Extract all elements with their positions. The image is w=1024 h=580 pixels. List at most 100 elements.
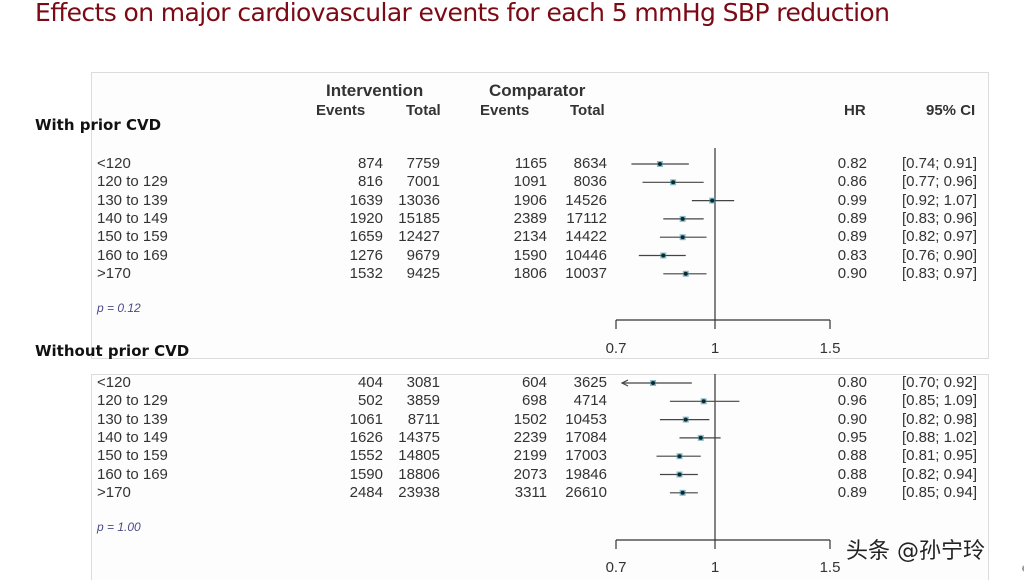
row-label: >170	[97, 264, 131, 282]
hr-cell: 0.86	[837, 173, 867, 191]
int-total-cell: 9679	[406, 246, 440, 264]
comp-total-cell: 10453	[565, 410, 607, 428]
comp-events-cell: 698	[521, 392, 547, 410]
hr-cell: 0.89	[837, 209, 867, 227]
comp-events-cell: 1091	[513, 173, 547, 191]
int-events-cell: 1626	[349, 428, 383, 446]
watermark-text: 头条 @孙宁玲	[846, 539, 985, 564]
comp-total-cell: 8036	[573, 173, 607, 191]
int-events-cell: 1920	[349, 209, 383, 227]
row-label: 160 to 169	[97, 465, 168, 483]
comp-events-cell: 1806	[513, 264, 547, 282]
hr-point	[677, 472, 682, 477]
hr-point	[683, 271, 688, 276]
comp-total-cell: 14526	[565, 191, 607, 209]
int-total-cell: 14805	[398, 447, 440, 465]
hr-cell: 0.89	[837, 228, 867, 246]
int-events-cell: 1061	[349, 410, 383, 428]
forest-panel-no-prior-cvd	[91, 374, 989, 580]
comp-events-cell: 3311	[514, 483, 547, 501]
x-tick-label: 1.5	[820, 559, 841, 576]
int-total-cell: 14375	[398, 428, 440, 446]
p-value-prior-cvd: p = 0.12	[97, 301, 141, 315]
x-tick-label: 0.7	[606, 559, 627, 576]
hr-point	[683, 417, 688, 422]
hr-cell: 0.83	[837, 246, 867, 264]
int-total-cell: 8711	[407, 410, 440, 428]
row-label: 140 to 149	[97, 428, 168, 446]
ci-cell: [0.77; 0.96]	[901, 173, 977, 191]
ci-cell: [0.82; 0.98]	[901, 410, 977, 428]
int-events-cell: 874	[357, 155, 383, 172]
hr-cell: 0.90	[837, 264, 867, 282]
row-label: <120	[97, 155, 131, 172]
int-events-cell: 404	[357, 374, 383, 391]
int-events-cell: 1552	[349, 447, 383, 465]
comp-events-cell: 1165	[514, 155, 547, 172]
ci-cell: [0.88; 1.02]	[901, 428, 977, 446]
hr-cell: 0.82	[837, 155, 867, 172]
comp-total-cell: 8634	[573, 155, 607, 172]
comp-total-cell: 17112	[566, 209, 607, 227]
hr-cell: 0.96	[837, 392, 867, 410]
int-total-cell: 7759	[406, 155, 440, 172]
hr-cell: 0.90	[837, 410, 867, 428]
hr-point	[651, 381, 656, 385]
int-events-cell: 1639	[349, 191, 383, 209]
forest-panel-prior-cvd	[91, 72, 989, 359]
comp-events-cell: 604	[521, 374, 547, 391]
ci-cell: [0.82; 0.97]	[901, 228, 977, 246]
int-events-cell: 816	[357, 173, 383, 191]
ci-cell: [0.83; 0.97]	[901, 264, 977, 282]
row-label: 130 to 139	[97, 191, 168, 209]
header-comp-events: Events	[480, 102, 530, 119]
hr-point	[657, 162, 662, 166]
hr-point	[661, 253, 666, 258]
comp-events-cell: 1590	[513, 246, 547, 264]
x-tick-label: 1	[711, 340, 719, 357]
ci-cell: [0.70; 0.92]	[901, 374, 977, 391]
row-label: 120 to 129	[97, 173, 168, 191]
ci-cell: [0.85; 0.94]	[901, 483, 977, 501]
slide-title: Effects on major cardiovascular events f…	[35, 0, 890, 27]
int-events-cell: 1590	[349, 465, 383, 483]
int-total-cell: 9425	[406, 264, 440, 282]
comp-total-cell: 17084	[565, 428, 607, 446]
row-label: 150 to 159	[97, 447, 168, 465]
comp-total-cell: 17003	[565, 447, 607, 465]
header-int-total: Total	[406, 102, 441, 119]
int-total-cell: 23938	[398, 483, 440, 501]
int-total-cell: 3081	[406, 374, 440, 391]
hr-point	[677, 454, 682, 459]
comp-total-cell: 10446	[565, 246, 607, 264]
hr-point	[680, 235, 685, 240]
x-tick-label: 1.5	[820, 340, 841, 357]
comp-total-cell: 26610	[565, 483, 607, 501]
header-int-events: Events	[316, 102, 366, 119]
comp-events-cell: 1906	[513, 191, 547, 209]
comp-events-cell: 2389	[513, 209, 547, 227]
hr-point	[710, 198, 715, 203]
row-label: <120	[97, 374, 131, 391]
int-total-cell: 13036	[398, 191, 440, 209]
hr-cell: 0.95	[837, 428, 867, 446]
int-total-cell: 3859	[406, 392, 440, 410]
row-label: 150 to 159	[97, 228, 168, 246]
hr-cell: 0.99	[837, 191, 867, 209]
header-comparator: Comparator	[489, 81, 586, 100]
p-value-no-prior-cvd: p = 1.00	[97, 520, 141, 534]
ci-arrow-left	[620, 379, 629, 387]
watermark-dot	[1022, 565, 1024, 572]
x-tick-label: 1	[711, 559, 719, 576]
hr-cell: 0.88	[837, 465, 867, 483]
comp-events-cell: 2073	[513, 465, 547, 483]
int-events-cell: 1659	[349, 228, 383, 246]
ci-cell: [0.83; 0.96]	[901, 209, 977, 227]
int-total-cell: 12427	[398, 228, 440, 246]
ci-cell: [0.81; 0.95]	[901, 447, 977, 465]
comp-total-cell: 19846	[565, 465, 607, 483]
ci-cell: [0.76; 0.90]	[901, 246, 977, 264]
header-95ci: 95% CI	[926, 102, 976, 119]
int-events-cell: 2484	[349, 483, 383, 501]
